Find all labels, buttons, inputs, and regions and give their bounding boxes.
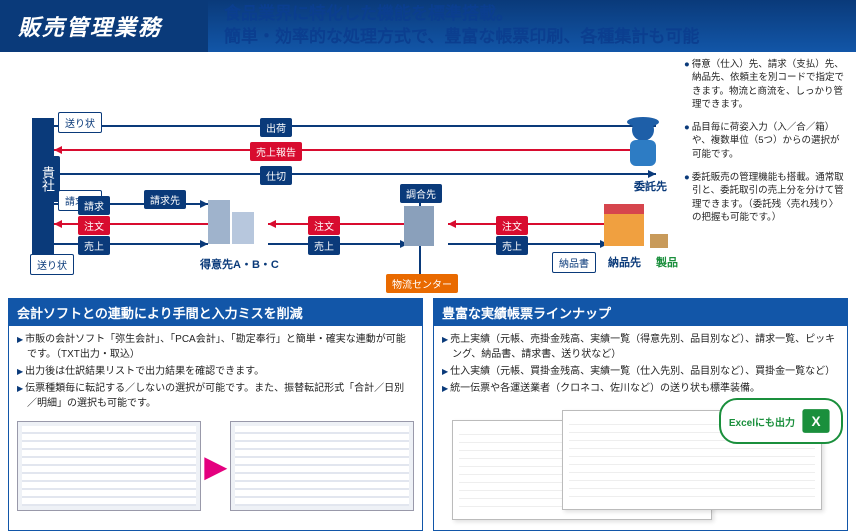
note-2: 品目毎に荷姿入力（入／合／箱）や、複数単位（5つ）からの選択が可能です。 bbox=[684, 121, 844, 161]
note-1: 得意（仕入）先、請求（支払）先、納品先、依頼主を別コードで指定できます。物流と商… bbox=[684, 58, 844, 111]
doc-area: Excelにも出力 X bbox=[442, 406, 839, 524]
headline: 食品業界に特化した機能を標準搭載。 簡単・効率的な処理方式で、豊富な帳票印刷、各… bbox=[208, 0, 856, 55]
excel-badge: Excelにも出力 X bbox=[719, 398, 843, 444]
lbl-uriho: 売上報告 bbox=[250, 142, 302, 161]
pr-1: 売上実績（元帳、売掛金残高、実績一覧（得意先別、品目別など）、請求一覧、ピッキン… bbox=[442, 332, 839, 362]
excel-label: Excelにも出力 bbox=[729, 414, 795, 429]
excel-icon: X bbox=[799, 404, 833, 438]
screenshot-thumb-2 bbox=[230, 421, 414, 511]
lbl-chumon-3: 注文 bbox=[496, 216, 528, 235]
svg-text:X: X bbox=[811, 414, 820, 429]
lbl-seikyusaki: 請求先 bbox=[144, 190, 186, 209]
panel-left: 会計ソフトとの連動により手間と入力ミスを削減 市販の会計ソフト「弥生会計」、「P… bbox=[8, 298, 423, 531]
panel-right-body: 売上実績（元帳、売掛金残高、実績一覧（得意先別、品目別など）、請求一覧、ピッキン… bbox=[434, 326, 847, 402]
panel-right: 豊富な実績帳票ラインナップ 売上実績（元帳、売掛金残高、実績一覧（得意先別、品目… bbox=[433, 298, 848, 531]
pr-3: 統一伝票や各運送業者（クロネコ、佐川など）の送り状も標準装備。 bbox=[442, 381, 839, 396]
lbl-chumon-2: 注文 bbox=[308, 216, 340, 235]
lbl-nohinsho: 納品書 bbox=[552, 252, 596, 273]
box-icon bbox=[650, 234, 668, 248]
cap-nohin: 納品先 bbox=[608, 254, 641, 270]
headline-l2: 簡単・効率的な処理方式で、豊富な帳票印刷、各種集計も可能 bbox=[224, 27, 699, 46]
cap-seihin: 製品 bbox=[656, 254, 678, 270]
node-you: 貴社 bbox=[35, 156, 60, 202]
page-title: 販売管理業務 bbox=[0, 0, 208, 52]
lbl-choaisaki: 調合先 bbox=[400, 184, 442, 203]
pl-3: 伝票種類毎に転記する／しないの選択が可能です。また、振替転記形式「合計／日別／明… bbox=[17, 381, 414, 411]
pl-2: 出力後は仕訳結果リストで出力結果を確認できます。 bbox=[17, 364, 414, 379]
thumbs: ▶ bbox=[9, 417, 422, 517]
flowchart: 貴社 送り状 請求書 送り状 出荷 売上報告 仕切 請求先 調合先 請求 注文 … bbox=[8, 56, 680, 294]
cap-itaku: 委託先 bbox=[634, 178, 667, 194]
pr-2: 仕入実績（元帳、買掛金残高、実績一覧（仕入先別、品目別など）、買掛金一覧など） bbox=[442, 364, 839, 379]
lbl-chumon-1: 注文 bbox=[78, 216, 110, 235]
lbl-okurijo-2: 送り状 bbox=[30, 254, 74, 275]
lbl-shukka: 出荷 bbox=[260, 118, 292, 137]
lbl-uriage-3: 売上 bbox=[496, 236, 528, 255]
cap-tokui: 得意先A・B・C bbox=[200, 256, 279, 272]
headline-l1: 食品業界に特化した機能を標準搭載。 bbox=[224, 4, 513, 23]
arrow-icon: ▶ bbox=[205, 450, 227, 483]
lbl-shikiri: 仕切 bbox=[260, 166, 292, 185]
lbl-seikyu: 請求 bbox=[78, 196, 110, 215]
pl-1: 市販の会計ソフト「弥生会計」、「PCA会計」、「勘定奉行」と簡単・確実な連動が可… bbox=[17, 332, 414, 362]
panel-left-body: 市販の会計ソフト「弥生会計」、「PCA会計」、「勘定奉行」と簡単・確実な連動が可… bbox=[9, 326, 422, 417]
shop-icon bbox=[604, 204, 644, 246]
cap-butsuryu: 物流センター bbox=[386, 274, 458, 293]
note-3: 委託販売の管理機能も搭載。通常取引と、委託取引の売上分を分けて管理できます。（委… bbox=[684, 171, 844, 224]
header: 販売管理業務 食品業界に特化した機能を標準搭載。 簡単・効率的な処理方式で、豊富… bbox=[0, 0, 856, 52]
panels: 会計ソフトとの連動により手間と入力ミスを削減 市販の会計ソフト「弥生会計」、「P… bbox=[0, 298, 856, 531]
panel-right-h: 豊富な実績帳票ラインナップ bbox=[434, 299, 847, 326]
screenshot-thumb-1 bbox=[17, 421, 201, 511]
lbl-uriage-2: 売上 bbox=[308, 236, 340, 255]
lbl-uriage-1: 売上 bbox=[78, 236, 110, 255]
right-notes: 得意（仕入）先、請求（支払）先、納品先、依頼主を別コードで指定できます。物流と商… bbox=[680, 52, 848, 298]
panel-left-h: 会計ソフトとの連動により手間と入力ミスを削減 bbox=[9, 299, 422, 326]
lbl-okurijo-1: 送り状 bbox=[58, 112, 102, 133]
